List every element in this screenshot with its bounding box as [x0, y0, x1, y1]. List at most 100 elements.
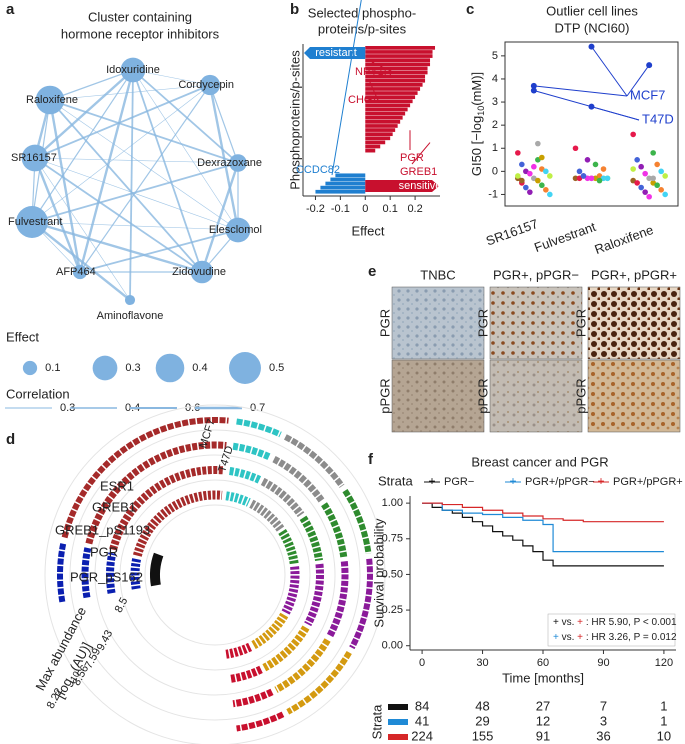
- legend-title: Effect: [6, 329, 39, 344]
- bar: [365, 120, 401, 124]
- legend-label: PGR+/pPGR+: [613, 476, 683, 488]
- point: [572, 175, 579, 182]
- track-label: PGR: [90, 544, 118, 559]
- bar: [365, 124, 398, 128]
- bar: [330, 177, 366, 182]
- point: [658, 168, 664, 175]
- x-tick-label: 60: [537, 657, 549, 669]
- bar: [365, 99, 413, 104]
- point: [634, 180, 640, 186]
- track-segment: [228, 467, 262, 484]
- ring: [94, 454, 336, 696]
- legend-label: 0.7: [250, 402, 265, 414]
- ihc-image: [391, 359, 485, 433]
- bar: [335, 173, 366, 178]
- y-tick-label: 5: [492, 50, 498, 62]
- point: [535, 140, 541, 147]
- point: [547, 191, 553, 198]
- column-label: TNBC: [420, 267, 455, 282]
- y-tick-label: 2: [492, 119, 498, 131]
- axis-title: GI50 [−log10(mM)]: [469, 72, 486, 176]
- edge: [132, 69, 239, 164]
- legend-label: MCF7: [630, 87, 665, 102]
- node-label: Aminoflavone: [97, 310, 164, 322]
- x-tick-label: -0.2: [306, 203, 325, 215]
- point: [523, 184, 529, 191]
- node-label: Dexrazoxane: [197, 157, 262, 169]
- annotation-part: vs.: [562, 617, 575, 628]
- edge: [79, 84, 211, 273]
- bar: [365, 87, 421, 91]
- annotation-part: : HR 3.26, P = 0.012: [586, 632, 677, 643]
- axis-title: Phosphoproteins/p-sites: [287, 50, 302, 190]
- edge: [129, 69, 134, 301]
- track-segment: [278, 528, 299, 565]
- axis-title: Effect: [351, 223, 384, 238]
- track-segment: [260, 477, 305, 518]
- point: [543, 168, 549, 175]
- table-cell: 155: [472, 728, 494, 743]
- track-segment: [326, 561, 349, 638]
- annotation-part: : HR 5.90, P < 0.001: [586, 617, 677, 628]
- annotation-symbol: +: [574, 617, 585, 628]
- column-label: PGR+, pPGR+: [591, 267, 677, 282]
- panel-label: d: [6, 431, 15, 448]
- ring: [69, 429, 361, 721]
- title: Cluster containing: [88, 9, 192, 24]
- edge: [34, 157, 239, 164]
- node: [225, 217, 251, 243]
- row-label: pPGR: [573, 378, 588, 413]
- edge: [34, 157, 131, 301]
- track-segment: [249, 499, 285, 532]
- track-segment: [342, 488, 372, 554]
- legend-label: resistant: [315, 47, 357, 59]
- annotation: CHGA: [348, 94, 380, 106]
- axis-title-part: 10: [476, 106, 486, 116]
- edge: [34, 157, 203, 273]
- x-tick-label: 0.1: [383, 203, 398, 215]
- node: [124, 294, 136, 306]
- point: [600, 166, 607, 172]
- node-label: Idoxuridine: [106, 64, 160, 76]
- y-tick-label: 1: [492, 142, 498, 154]
- legend-circle: [92, 355, 118, 381]
- edge: [31, 221, 131, 301]
- x-tick-label: -0.1: [331, 203, 350, 215]
- track-segment: [349, 558, 373, 650]
- point: [638, 163, 644, 170]
- annotation-symbol: +: [553, 617, 562, 628]
- bar: [365, 144, 381, 149]
- bar: [365, 91, 418, 95]
- x-tick-label: Raloxifene: [593, 222, 656, 257]
- bar: [365, 83, 423, 87]
- node: [199, 74, 221, 96]
- column-label: PGR+, pPGR−: [493, 267, 579, 282]
- track-segment: [232, 688, 274, 708]
- edge: [132, 69, 211, 86]
- y-tick-label: 3: [492, 96, 498, 108]
- track-segment: [228, 665, 263, 683]
- legend-title: Correlation: [6, 386, 70, 401]
- point: [654, 161, 660, 168]
- edge: [31, 162, 239, 223]
- x-tick-label: 120: [655, 657, 673, 669]
- node: [16, 206, 48, 238]
- legend-label: 0.4: [192, 362, 207, 374]
- track-segment: [250, 612, 289, 650]
- plot-frame: [504, 41, 679, 207]
- bar: [365, 115, 403, 120]
- track-segment: [304, 563, 324, 627]
- bar: [365, 58, 431, 63]
- y-tick-label: 0: [492, 165, 498, 177]
- point: [580, 173, 587, 179]
- point: [658, 187, 664, 193]
- point: [642, 170, 648, 177]
- point: [650, 150, 656, 156]
- point: [576, 168, 583, 175]
- annotation-symbol: +: [553, 632, 562, 643]
- point: [588, 175, 595, 182]
- axis-title: Survival probability: [371, 518, 386, 628]
- x-tick-label: 0.2: [407, 203, 422, 215]
- node-label: SR16157: [11, 152, 57, 164]
